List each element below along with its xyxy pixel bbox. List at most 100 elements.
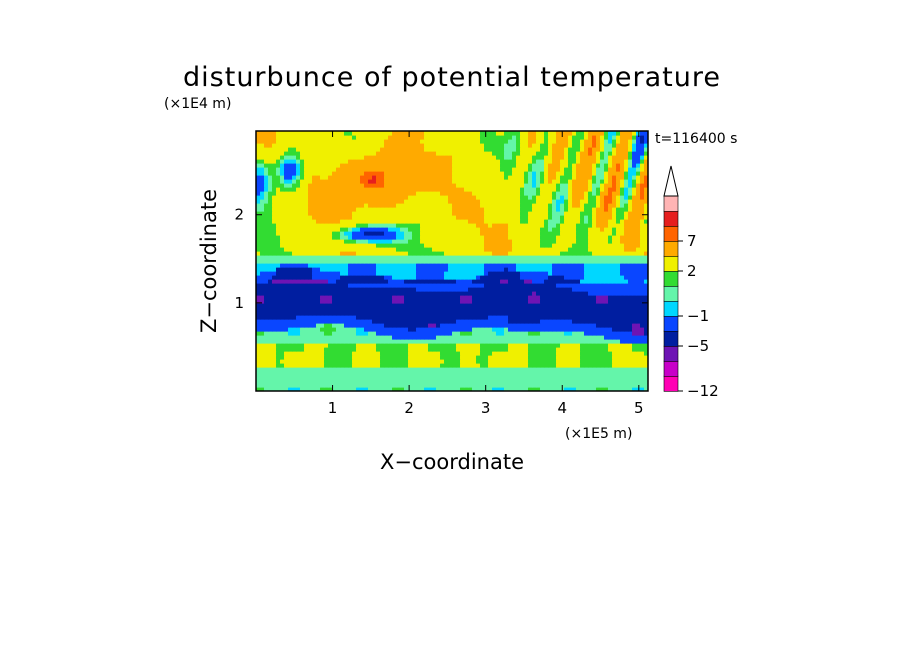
contour-cell <box>260 195 265 200</box>
contour-cell <box>532 335 537 340</box>
contour-cell <box>400 263 405 268</box>
contour-cell <box>460 215 465 220</box>
contour-cell <box>288 255 293 260</box>
contour-cell <box>480 227 485 232</box>
contour-cell <box>380 335 385 340</box>
contour-cell <box>392 359 397 364</box>
contour-cell <box>588 375 593 380</box>
contour-cell <box>376 219 381 224</box>
contour-cell <box>356 363 361 368</box>
contour-cell <box>612 239 617 244</box>
contour-cell <box>512 359 517 364</box>
contour-cell <box>292 371 297 376</box>
contour-cell <box>608 275 613 280</box>
contour-cell <box>292 359 297 364</box>
contour-cell <box>300 299 305 304</box>
contour-cell <box>512 351 517 356</box>
contour-cell <box>264 339 269 344</box>
contour-cell <box>420 379 425 384</box>
contour-cell <box>628 219 633 224</box>
contour-cell <box>552 203 557 208</box>
contour-cell <box>316 355 321 360</box>
contour-cell <box>524 367 529 372</box>
contour-cell <box>492 343 497 348</box>
contour-cell <box>300 327 305 332</box>
contour-cell <box>604 323 609 328</box>
contour-cell <box>408 375 413 380</box>
contour-cell <box>500 239 505 244</box>
contour-cell <box>348 239 353 244</box>
contour-cell <box>416 203 421 208</box>
contour-cell <box>576 211 581 216</box>
contour-cell <box>352 287 357 292</box>
contour-cell <box>512 331 517 336</box>
contour-cell <box>308 387 313 391</box>
contour-cell <box>608 207 613 212</box>
contour-cell <box>556 319 561 324</box>
contour-cell <box>464 299 469 304</box>
contour-cell <box>460 351 465 356</box>
contour-cell <box>356 283 361 288</box>
contour-cell <box>416 295 421 300</box>
contour-cell <box>436 283 441 288</box>
contour-cell <box>296 335 301 340</box>
contour-cell <box>264 299 269 304</box>
contour-cell <box>344 343 349 348</box>
contour-cell <box>600 359 605 364</box>
contour-cell <box>460 275 465 280</box>
contour-cell <box>412 227 417 232</box>
contour-cell <box>328 279 333 284</box>
contour-cell <box>620 187 625 192</box>
contour-cell <box>308 331 313 336</box>
contour-cell <box>420 335 425 340</box>
contour-cell <box>532 251 537 256</box>
contour-cell <box>576 215 581 220</box>
contour-cell <box>476 307 481 312</box>
contour-cell <box>284 203 289 208</box>
contour-cell <box>576 187 581 192</box>
contour-cell <box>420 331 425 336</box>
contour-cell <box>472 287 477 292</box>
contour-cell <box>328 291 333 296</box>
contour-cell <box>340 379 345 384</box>
contour-cell <box>640 307 645 312</box>
contour-cell <box>572 307 577 312</box>
contour-cell <box>520 187 525 192</box>
contour-cell <box>316 271 321 276</box>
contour-cell <box>388 355 393 360</box>
contour-cell <box>304 187 309 192</box>
contour-cell <box>632 239 637 244</box>
contour-cell <box>548 203 553 208</box>
contour-cell <box>640 207 645 212</box>
contour-cell <box>344 311 349 316</box>
contour-cell <box>424 287 429 292</box>
contour-cell <box>316 299 321 304</box>
contour-cell <box>608 355 613 360</box>
contour-cell <box>592 351 597 356</box>
contour-cell <box>276 239 281 244</box>
contour-cell <box>268 311 273 316</box>
contour-cell <box>508 235 513 240</box>
contour-cell <box>288 195 293 200</box>
contour-cell <box>532 287 537 292</box>
contour-cell <box>496 279 501 284</box>
contour-cell <box>416 259 421 264</box>
contour-cell <box>276 271 281 276</box>
contour-cell <box>584 195 589 200</box>
contour-cell <box>628 279 633 284</box>
contour-cell <box>380 203 385 208</box>
contour-cell <box>316 283 321 288</box>
contour-cell <box>320 243 325 248</box>
contour-cell <box>300 335 305 340</box>
contour-cell <box>336 287 341 292</box>
contour-cell <box>348 335 353 340</box>
contour-cell <box>480 219 485 224</box>
contour-cell <box>424 279 429 284</box>
contour-cell <box>516 251 521 256</box>
contour-cell <box>512 275 517 280</box>
contour-cell <box>552 251 557 256</box>
contour-cell <box>396 215 401 220</box>
contour-cell <box>568 211 573 216</box>
contour-cell <box>472 279 477 284</box>
contour-cell <box>640 319 645 324</box>
